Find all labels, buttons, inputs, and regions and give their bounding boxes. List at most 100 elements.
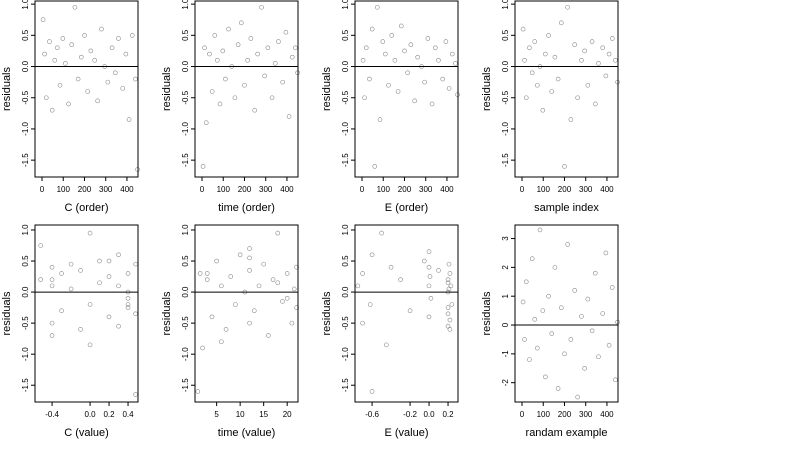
point	[609, 36, 615, 41]
y-tick-label: -1.0	[181, 347, 190, 361]
point	[269, 95, 275, 101]
point	[592, 270, 598, 276]
point	[125, 302, 131, 307]
x-tick-label: 100	[57, 185, 71, 194]
point	[402, 48, 407, 54]
point	[78, 268, 83, 273]
point	[125, 271, 131, 276]
y-tick-label: 0.5	[181, 29, 190, 41]
x-tick-label: 100	[377, 185, 391, 194]
point	[202, 45, 207, 51]
point	[415, 54, 420, 60]
point	[43, 95, 49, 101]
point	[49, 320, 55, 326]
point	[265, 45, 271, 51]
y-tick-label: 1.0	[341, 224, 350, 236]
point	[592, 101, 598, 107]
y-tick-label: -1.0	[21, 122, 30, 136]
point	[63, 61, 68, 66]
point	[291, 286, 297, 292]
point	[426, 249, 432, 255]
point	[436, 57, 441, 63]
y-tick-label: 0.0	[181, 60, 190, 72]
x-tick-label: 400	[600, 410, 614, 419]
point	[585, 296, 591, 302]
point	[562, 351, 567, 357]
point	[59, 308, 64, 314]
point	[219, 283, 224, 289]
x-tick-label: 200	[558, 185, 572, 194]
point	[562, 164, 567, 169]
point	[226, 26, 231, 32]
point	[42, 51, 47, 57]
point	[289, 320, 295, 326]
y-tick-label: -1.5	[341, 153, 350, 167]
point	[270, 277, 276, 282]
y-axis-title: residuals	[321, 291, 333, 336]
point	[209, 314, 215, 320]
x-tick-label: 0	[360, 185, 365, 194]
point	[579, 57, 584, 63]
point	[219, 339, 224, 345]
x-tick-label: 5	[214, 410, 219, 419]
point	[534, 345, 540, 351]
point	[272, 61, 278, 66]
y-tick-label: 0.5	[501, 29, 510, 41]
y-axis-title: residuals	[1, 66, 13, 111]
y-tick-label: 1.0	[501, 0, 510, 10]
point	[49, 333, 55, 338]
point	[522, 337, 527, 342]
point	[223, 327, 229, 332]
point	[367, 302, 373, 307]
point	[585, 82, 591, 88]
point	[388, 264, 394, 270]
point	[405, 70, 410, 76]
x-tick-label: 200	[398, 185, 412, 194]
point	[125, 295, 131, 301]
point	[609, 285, 615, 290]
point	[209, 89, 215, 94]
x-tick-label: 100	[537, 410, 551, 419]
y-tick-label: 1.0	[341, 0, 350, 10]
x-tick-label: 300	[579, 185, 593, 194]
point	[534, 82, 540, 88]
point	[520, 299, 526, 305]
y-tick-label: -0.5	[341, 90, 350, 104]
point	[247, 320, 252, 326]
y-tick-label: 0.0	[341, 286, 350, 298]
point	[380, 39, 386, 44]
point	[280, 79, 286, 85]
point	[245, 57, 250, 63]
point	[69, 42, 75, 47]
point	[204, 271, 210, 276]
point	[582, 48, 587, 54]
point	[87, 342, 93, 348]
x-tick-label: 0.0	[84, 410, 96, 419]
point	[68, 261, 74, 267]
point	[426, 264, 432, 270]
point	[261, 261, 266, 267]
y-tick-label: 1	[501, 293, 510, 298]
y-tick-label: -2	[501, 379, 510, 387]
x-tick-label: 400	[280, 185, 294, 194]
point	[543, 374, 548, 380]
point	[228, 274, 234, 279]
x-axis-title: time (order)	[218, 202, 275, 214]
y-tick-label: 0.5	[341, 255, 350, 267]
point	[200, 164, 206, 169]
point	[133, 261, 138, 267]
y-tick-label: -1.0	[341, 122, 350, 136]
point	[532, 316, 538, 322]
point	[126, 117, 132, 122]
plot-frame	[194, 224, 299, 403]
y-tick-label: 0	[501, 322, 510, 327]
y-tick-label: 0.5	[341, 29, 350, 41]
y-axis-title: residuals	[481, 66, 493, 111]
point	[54, 45, 60, 51]
x-tick-label: 200	[238, 185, 252, 194]
point	[106, 274, 112, 279]
point	[392, 57, 398, 63]
y-tick-label: 0.0	[21, 60, 30, 72]
point	[105, 79, 111, 85]
x-tick-label: 0	[200, 185, 205, 194]
